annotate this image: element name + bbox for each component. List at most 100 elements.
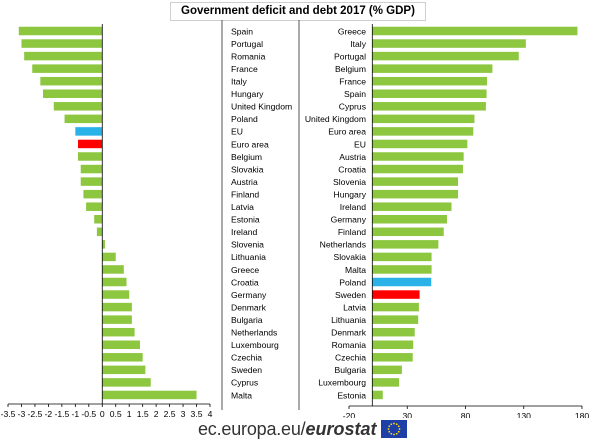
deficit-bar-france (32, 64, 103, 73)
deficit-category-label-eu: EU (231, 127, 243, 137)
deficit-panel: Spain Portugal Romania France Italy Hungary Un… (1, 24, 292, 418)
deficit-bar-cyprus (102, 378, 151, 387)
deficit-x-tick-label: -2 (45, 409, 53, 418)
deficit-category-label-belgium: Belgium (231, 152, 262, 162)
deficit-category-label-poland: Poland (231, 114, 258, 124)
deficit-bar-luxembourg (102, 340, 140, 349)
debt-category-label-luxembourg: Luxembourg (318, 378, 366, 388)
debt-panel: Greece Italy Portugal Belgium France Spain Cyp… (305, 24, 590, 418)
debt-x-tick-label: 180 (575, 411, 590, 418)
debt-category-label-france: France (339, 77, 366, 87)
deficit-x-tick-label: -0.5 (81, 409, 96, 418)
deficit-bar-bulgaria (102, 315, 132, 324)
deficit-x-tick-label: -2.5 (28, 409, 43, 418)
flag-star (387, 430, 390, 433)
chart-title: Government deficit and debt 2017 (% GDP) (170, 2, 426, 21)
deficit-x-tick-label: 4 (208, 409, 213, 418)
debt-bar-poland (372, 277, 432, 287)
debt-bar-bulgaria (372, 365, 402, 375)
debt-bar-belgium (372, 64, 493, 73)
debt-bar-united-kingdom (372, 114, 475, 124)
deficit-x-tick-label: -1.5 (54, 409, 69, 418)
flag-star (395, 432, 398, 435)
deficit-category-label-slovenia: Slovenia (231, 240, 264, 250)
debt-category-label-united-kingdom: United Kingdom (305, 114, 366, 124)
deficit-bar-spain (18, 26, 103, 36)
deficit-category-label-greece: Greece (231, 265, 259, 275)
deficit-bar-greece (102, 265, 124, 274)
footer-site-text: ec.europa.eu/ (198, 418, 306, 439)
deficit-category-label-germany: Germany (231, 290, 267, 300)
deficit-x-tick-label: 2.5 (164, 409, 176, 418)
debt-bar-greece (372, 26, 578, 36)
debt-category-label-latvia: Latvia (343, 302, 366, 312)
deficit-category-label-hungary: Hungary (231, 89, 264, 99)
debt-bar-lithuania (372, 315, 419, 324)
debt-category-label-bulgaria: Bulgaria (334, 365, 366, 375)
deficit-category-label-finland: Finland (231, 189, 259, 199)
flag-star (395, 423, 398, 426)
deficit-category-label-euro-area: Euro area (231, 139, 269, 149)
deficit-bar-austria (80, 177, 103, 186)
debt-bar-slovenia (372, 177, 459, 186)
deficit-category-label-cyprus: Cyprus (231, 378, 258, 388)
debt-category-label-netherlands: Netherlands (320, 240, 366, 250)
deficit-bar-ireland (96, 227, 103, 237)
deficit-bar-finland (83, 189, 103, 199)
debt-category-label-finland: Finland (338, 227, 366, 237)
deficit-x-tick-label: 0 (100, 409, 105, 418)
debt-category-label-spain: Spain (344, 89, 366, 99)
debt-bar-malta (372, 265, 432, 274)
deficit-category-label-slovakia: Slovakia (231, 164, 264, 174)
debt-category-label-czechia: Czechia (335, 353, 366, 363)
deficit-bar-portugal (21, 39, 103, 48)
flag-star (397, 425, 400, 428)
footer-brand-text: eurostat (305, 418, 377, 439)
debt-bar-portugal (372, 51, 519, 61)
debt-bar-denmark (372, 327, 415, 337)
deficit-x-tick-label: -1 (72, 409, 80, 418)
debt-category-label-romania: Romania (332, 340, 367, 350)
deficit-category-label-luxembourg: Luxembourg (231, 340, 279, 350)
deficit-bar-malta (102, 390, 197, 400)
debt-bar-czechia (372, 353, 413, 362)
deficit-category-label-bulgaria: Bulgaria (231, 315, 263, 325)
debt-bar-italy (372, 39, 526, 48)
deficit-bar-slovenia (102, 240, 105, 249)
deficit-bar-slovakia (80, 164, 103, 174)
deficit-bar-denmark (102, 302, 132, 312)
deficit-x-tick-label: -3 (18, 409, 26, 418)
debt-bar-euro-area (372, 127, 474, 136)
debt-bar-france (372, 76, 488, 86)
deficit-category-label-malta: Malta (231, 390, 252, 400)
flag-star (392, 422, 395, 425)
debt-bar-eu (372, 139, 468, 149)
debt-bar-ireland (372, 202, 452, 211)
deficit-x-tick-label: 2 (154, 409, 159, 418)
debt-bar-spain (372, 89, 487, 98)
debt-category-label-belgium: Belgium (335, 64, 366, 74)
deficit-category-label-denmark: Denmark (231, 302, 267, 312)
chart-figure: Spain Portugal Romania France Italy Hungary Un… (1, 20, 590, 418)
debt-bar-latvia (372, 302, 419, 312)
debt-x-tick-label: 80 (461, 411, 471, 418)
debt-x-tick-label: 30 (402, 411, 412, 418)
deficit-category-label-austria: Austria (231, 177, 258, 187)
debt-category-label-slovakia: Slovakia (334, 252, 367, 262)
deficit-bar-eu (75, 127, 103, 136)
deficit-category-label-czechia: Czechia (231, 353, 262, 363)
debt-category-label-cyprus: Cyprus (339, 102, 366, 112)
debt-category-label-sweden: Sweden (335, 290, 366, 300)
flag-star (398, 428, 400, 430)
debt-category-label-austria: Austria (339, 152, 366, 162)
flag-star (397, 430, 400, 433)
debt-bar-finland (372, 227, 444, 237)
deficit-bar-netherlands (102, 327, 135, 337)
deficit-category-label-portugal: Portugal (231, 39, 263, 49)
debt-bar-sweden (372, 290, 420, 299)
flag-star (387, 428, 389, 430)
debt-bar-estonia (372, 390, 383, 400)
debt-bar-cyprus (372, 102, 486, 111)
debt-bar-austria (372, 152, 464, 161)
debt-bar-germany (372, 215, 447, 224)
